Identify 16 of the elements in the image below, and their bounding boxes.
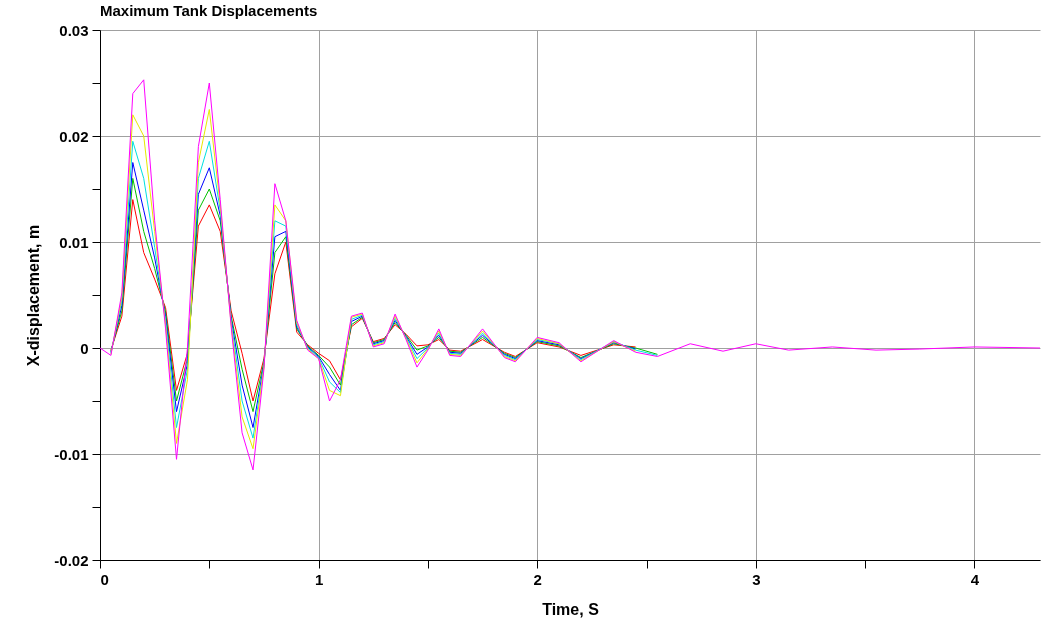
x-tick-label: 0	[100, 570, 109, 588]
line-series	[110, 199, 637, 402]
y-axis-title: X-displacement, m	[25, 224, 43, 367]
x-tick-label: 1	[314, 570, 324, 588]
x-tick-label: 4	[970, 570, 980, 588]
y-tick-label: -0.01	[54, 445, 89, 463]
y-tick-label: 0.01	[59, 233, 89, 251]
x-tick-label: 3	[752, 570, 761, 588]
y-tick-label: 0	[80, 339, 89, 357]
chart-title: Maximum Tank Displacements	[100, 2, 318, 19]
x-axis-title: Time, S	[542, 600, 600, 618]
y-tick-label: -0.02	[54, 551, 89, 569]
y-tick-label: 0.02	[59, 127, 89, 145]
y-tick-label: 0.03	[59, 21, 89, 39]
line-series	[100, 79, 1040, 471]
x-tick-label: 2	[533, 570, 542, 588]
